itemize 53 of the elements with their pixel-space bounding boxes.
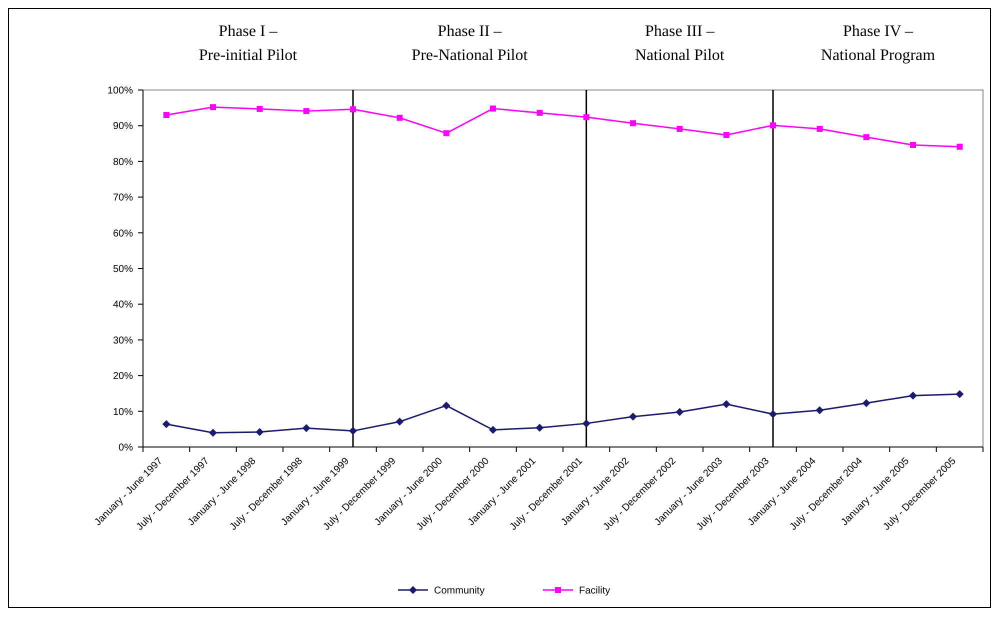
point <box>162 420 170 428</box>
text: Phase III – National Pilot <box>635 23 725 64</box>
point <box>676 408 684 416</box>
text: Phase IV – National Program <box>820 23 936 64</box>
y-tick-label: 0% <box>118 442 134 454</box>
point <box>210 104 216 110</box>
point <box>722 400 730 408</box>
point <box>863 134 870 140</box>
point <box>303 108 310 114</box>
point <box>862 399 870 408</box>
point <box>630 120 636 126</box>
point <box>209 428 217 437</box>
point <box>536 110 543 116</box>
y-tick-label: 10% <box>112 406 134 418</box>
point <box>302 424 310 432</box>
point <box>396 114 403 121</box>
y-tick-label: 30% <box>112 335 134 346</box>
text: Phase II – Pre-National Pilot <box>412 23 528 64</box>
point <box>350 106 356 112</box>
point <box>163 112 170 118</box>
point <box>629 412 637 421</box>
point <box>583 114 590 120</box>
point <box>909 392 917 400</box>
y-tick-label: 40% <box>112 300 134 311</box>
y-tick-label: 50% <box>112 264 134 275</box>
point <box>536 424 544 432</box>
y-tick-label: 60% <box>112 228 134 240</box>
point <box>956 390 964 398</box>
point <box>816 126 823 132</box>
point <box>443 130 450 136</box>
point <box>349 426 357 435</box>
legend-label: Facility <box>579 586 610 596</box>
point <box>256 106 263 112</box>
y-tick-label: 100% <box>107 86 134 96</box>
text: Phase I – Pre-initial Pilot <box>198 23 298 64</box>
point <box>490 106 496 112</box>
y-tick-label: 80% <box>112 156 134 168</box>
point <box>723 132 730 138</box>
point <box>956 144 963 150</box>
point <box>770 122 776 128</box>
point <box>910 142 916 148</box>
y-tick-label: 20% <box>112 371 134 382</box>
legend-label: Community <box>434 586 485 596</box>
point <box>396 418 404 426</box>
y-tick-label: 90% <box>112 121 134 132</box>
point <box>769 410 777 418</box>
point <box>816 406 824 414</box>
point <box>256 428 264 436</box>
y-tick-label: 70% <box>112 192 134 204</box>
point <box>676 126 683 132</box>
point <box>582 419 590 428</box>
point <box>442 402 450 410</box>
point <box>489 426 497 434</box>
